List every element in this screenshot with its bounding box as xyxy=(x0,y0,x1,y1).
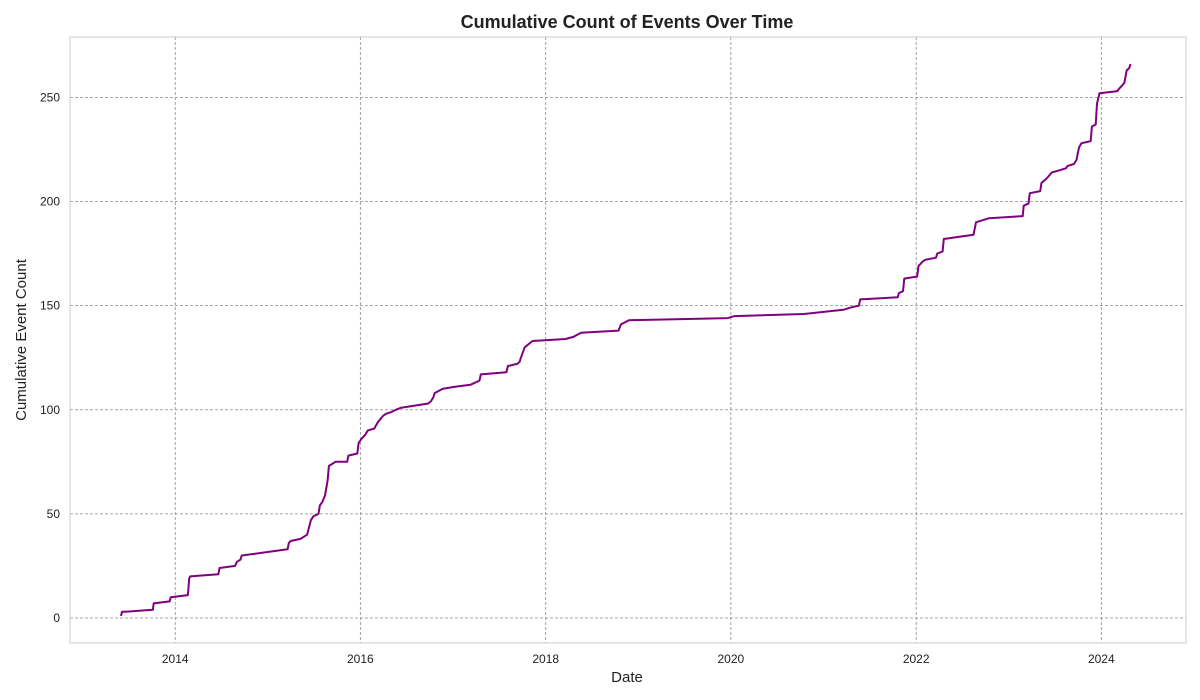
x-axis-ticks: 2014 2016 2018 2020 2022 2024 xyxy=(162,652,1115,666)
x-tick-label: 2018 xyxy=(532,652,559,666)
chart-title: Cumulative Count of Events Over Time xyxy=(461,12,794,32)
x-tick-label: 2024 xyxy=(1088,652,1115,666)
y-tick-label: 250 xyxy=(40,90,60,104)
y-tick-label: 150 xyxy=(40,299,60,313)
x-tick-label: 2022 xyxy=(903,652,930,666)
x-tick-label: 2016 xyxy=(347,652,374,666)
x-tick-label: 2014 xyxy=(162,652,189,666)
x-tick-label: 2020 xyxy=(717,652,744,666)
y-tick-label: 50 xyxy=(47,507,61,521)
y-axis-label: Cumulative Event Count xyxy=(13,258,30,421)
series-line xyxy=(120,63,1132,617)
y-tick-label: 200 xyxy=(40,195,60,209)
y-tick-label: 0 xyxy=(53,611,60,625)
plot-frame xyxy=(69,36,1187,644)
y-axis-ticks: 0 50 100 150 200 250 xyxy=(40,90,60,625)
x-axis-label: Date xyxy=(611,669,643,686)
y-tick-label: 100 xyxy=(40,403,60,417)
grid xyxy=(70,37,1186,643)
